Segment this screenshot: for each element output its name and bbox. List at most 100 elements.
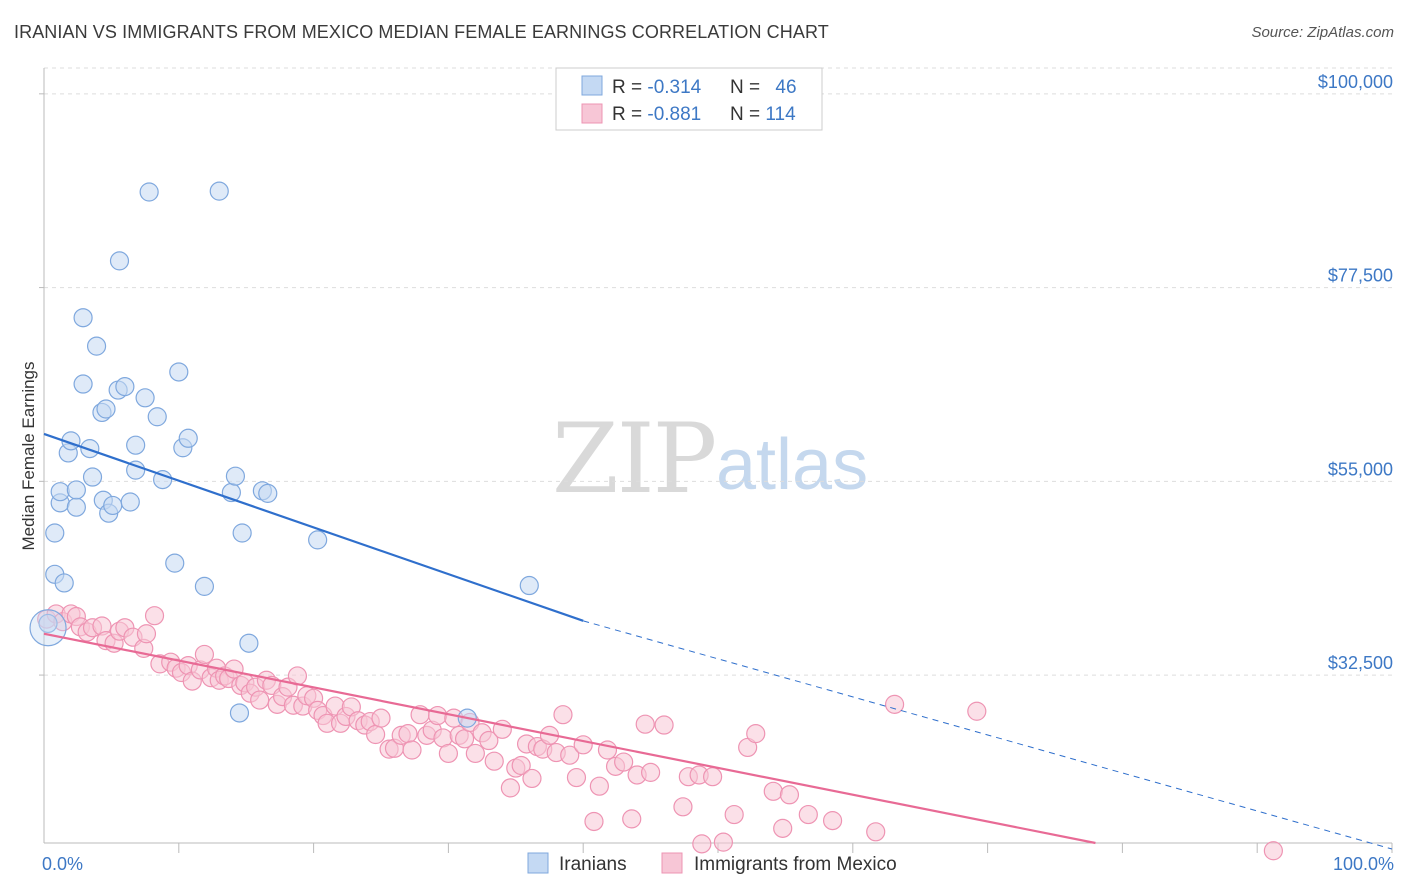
x-tick-label-max: 100.0%: [1333, 854, 1394, 874]
y-axis-title: Median Female Earnings: [19, 362, 38, 551]
mexico-point-96: [622, 809, 642, 829]
svg-text:N = 114: N = 114: [730, 104, 796, 125]
mexico-point-87: [553, 705, 573, 725]
iranians-point-42: [258, 483, 278, 503]
iranians-point-30: [165, 553, 185, 573]
iranians-point-24: [126, 460, 146, 480]
series-legend-label-iranians: Iranians: [559, 854, 627, 875]
mexico-point-100: [654, 715, 674, 735]
series-immigrants-from-mexico-points: [37, 604, 1283, 861]
legend-r-value-1: -0.314: [647, 77, 701, 98]
gridlines: [39, 67, 1392, 676]
mexico-point-101: [673, 797, 693, 817]
mexico-point-80: [511, 755, 531, 776]
iranians-point-39: [239, 633, 259, 653]
iranians-point-cluster: [29, 609, 67, 647]
chart-source: Source: ZipAtlas.com: [1251, 24, 1394, 41]
series-legend: Iranians Immigrants from Mexico: [527, 852, 897, 875]
mexico-point-107: [724, 804, 744, 825]
mexico-point-112: [779, 785, 800, 805]
mexico-point-109: [746, 724, 766, 744]
mexico-point-92: [589, 776, 609, 796]
iranians-point-26: [135, 388, 155, 408]
mexico-point-114: [822, 811, 843, 831]
mexico-point-24: [194, 644, 215, 665]
y-tick-label-77500: $77,500: [1328, 266, 1393, 286]
series-iranians-points: [29, 181, 539, 728]
mexico-point-61: [398, 724, 418, 744]
svg-text:R = -0.314: R = -0.314: [612, 77, 702, 98]
chart-title: IRANIAN VS IMMIGRANTS FROM MEXICO MEDIAN…: [14, 22, 829, 42]
y-tick-label-32500: $32,500: [1328, 653, 1393, 673]
iranians-point-5: [50, 482, 70, 502]
series-legend-swatch-iranians: [527, 852, 549, 874]
x-ticks: [178, 843, 1393, 853]
mexico-point-16: [144, 606, 165, 626]
iranians-point-27: [139, 182, 159, 202]
svg-text:R = -0.881: R = -0.881: [612, 104, 701, 125]
iranians-point-29: [153, 470, 173, 490]
iranians-point-34: [194, 576, 215, 596]
mexico-point-78: [500, 778, 521, 798]
iranians-point-37: [225, 466, 246, 486]
legend-r-label-1: R =: [612, 77, 647, 98]
watermark: ZIP atlas: [552, 403, 868, 515]
legend-swatch-mexico: [581, 103, 603, 124]
mexico-point-15: [136, 624, 157, 644]
series-legend-label-mexico: Immigrants from Mexico: [694, 854, 897, 875]
mexico-point-82: [522, 768, 542, 789]
iranians-point-21: [109, 251, 130, 271]
iranians-point-19: [103, 495, 123, 516]
mexico-point-91: [584, 811, 604, 832]
mexico-point-56: [366, 724, 386, 745]
iranians-point-3: [54, 573, 74, 593]
mexico-point-118: [1263, 841, 1283, 861]
mexico-point-116: [884, 694, 905, 714]
mexico-point-68: [438, 743, 458, 764]
iranians-point-22: [115, 377, 135, 397]
svg-text:N = 46: N = 46: [730, 77, 797, 98]
mexico-point-111: [773, 818, 793, 838]
watermark-zip: ZIP: [552, 403, 715, 515]
stats-legend: R = -0.314 N = 46 R = -0.881 N = 114: [555, 67, 823, 131]
iranians-point-17: [96, 399, 116, 419]
iranians-point-25: [126, 435, 146, 455]
legend-swatch-iranians: [581, 75, 603, 96]
iranians-point-13: [82, 467, 103, 487]
iranians-point-11: [73, 308, 93, 328]
trendlines: [43, 432, 1393, 850]
mexico-point-113: [798, 804, 818, 825]
iranians-point-40: [229, 703, 250, 723]
watermark-atlas: atlas: [716, 425, 868, 505]
legend-r-value-2: -0.881: [647, 104, 701, 125]
mexico-point-76: [484, 751, 504, 771]
legend-n-label-2: N =: [730, 104, 765, 125]
trendline-iranians: [43, 432, 584, 622]
mexico-point-57: [371, 708, 391, 728]
mexico-point-88: [560, 745, 580, 765]
iranians-point-43: [308, 530, 328, 550]
y-tick-label-100000: $100,000: [1318, 72, 1393, 92]
legend-n-label-1: N =: [730, 77, 765, 98]
legend-n-value-2: 114: [765, 104, 796, 125]
y-tick-labels: $32,500 $55,000 $77,500 $100,000: [1318, 72, 1393, 673]
iranians-point-12: [80, 439, 100, 459]
iranians-point-28: [147, 407, 167, 427]
iranians-point-10: [73, 374, 93, 394]
iranians-point-9: [66, 480, 86, 500]
iranians-point-23: [120, 492, 140, 512]
trendline-iranians-extension: [583, 620, 1393, 850]
iranians-point-38: [232, 523, 252, 543]
series-legend-swatch-mexico: [661, 852, 683, 874]
x-tick-label-min: 0.0%: [42, 854, 83, 874]
mexico-point-110: [763, 781, 783, 801]
legend-n-value-1: 46: [775, 77, 796, 98]
mexico-point-115: [866, 822, 886, 842]
mexico-point-75: [479, 730, 499, 751]
legend-r-label-2: R =: [612, 104, 647, 125]
mexico-point-99: [640, 762, 661, 782]
mexico-point-98: [635, 714, 655, 734]
iranians-point-35: [209, 181, 229, 201]
mexico-point-105: [703, 767, 723, 787]
